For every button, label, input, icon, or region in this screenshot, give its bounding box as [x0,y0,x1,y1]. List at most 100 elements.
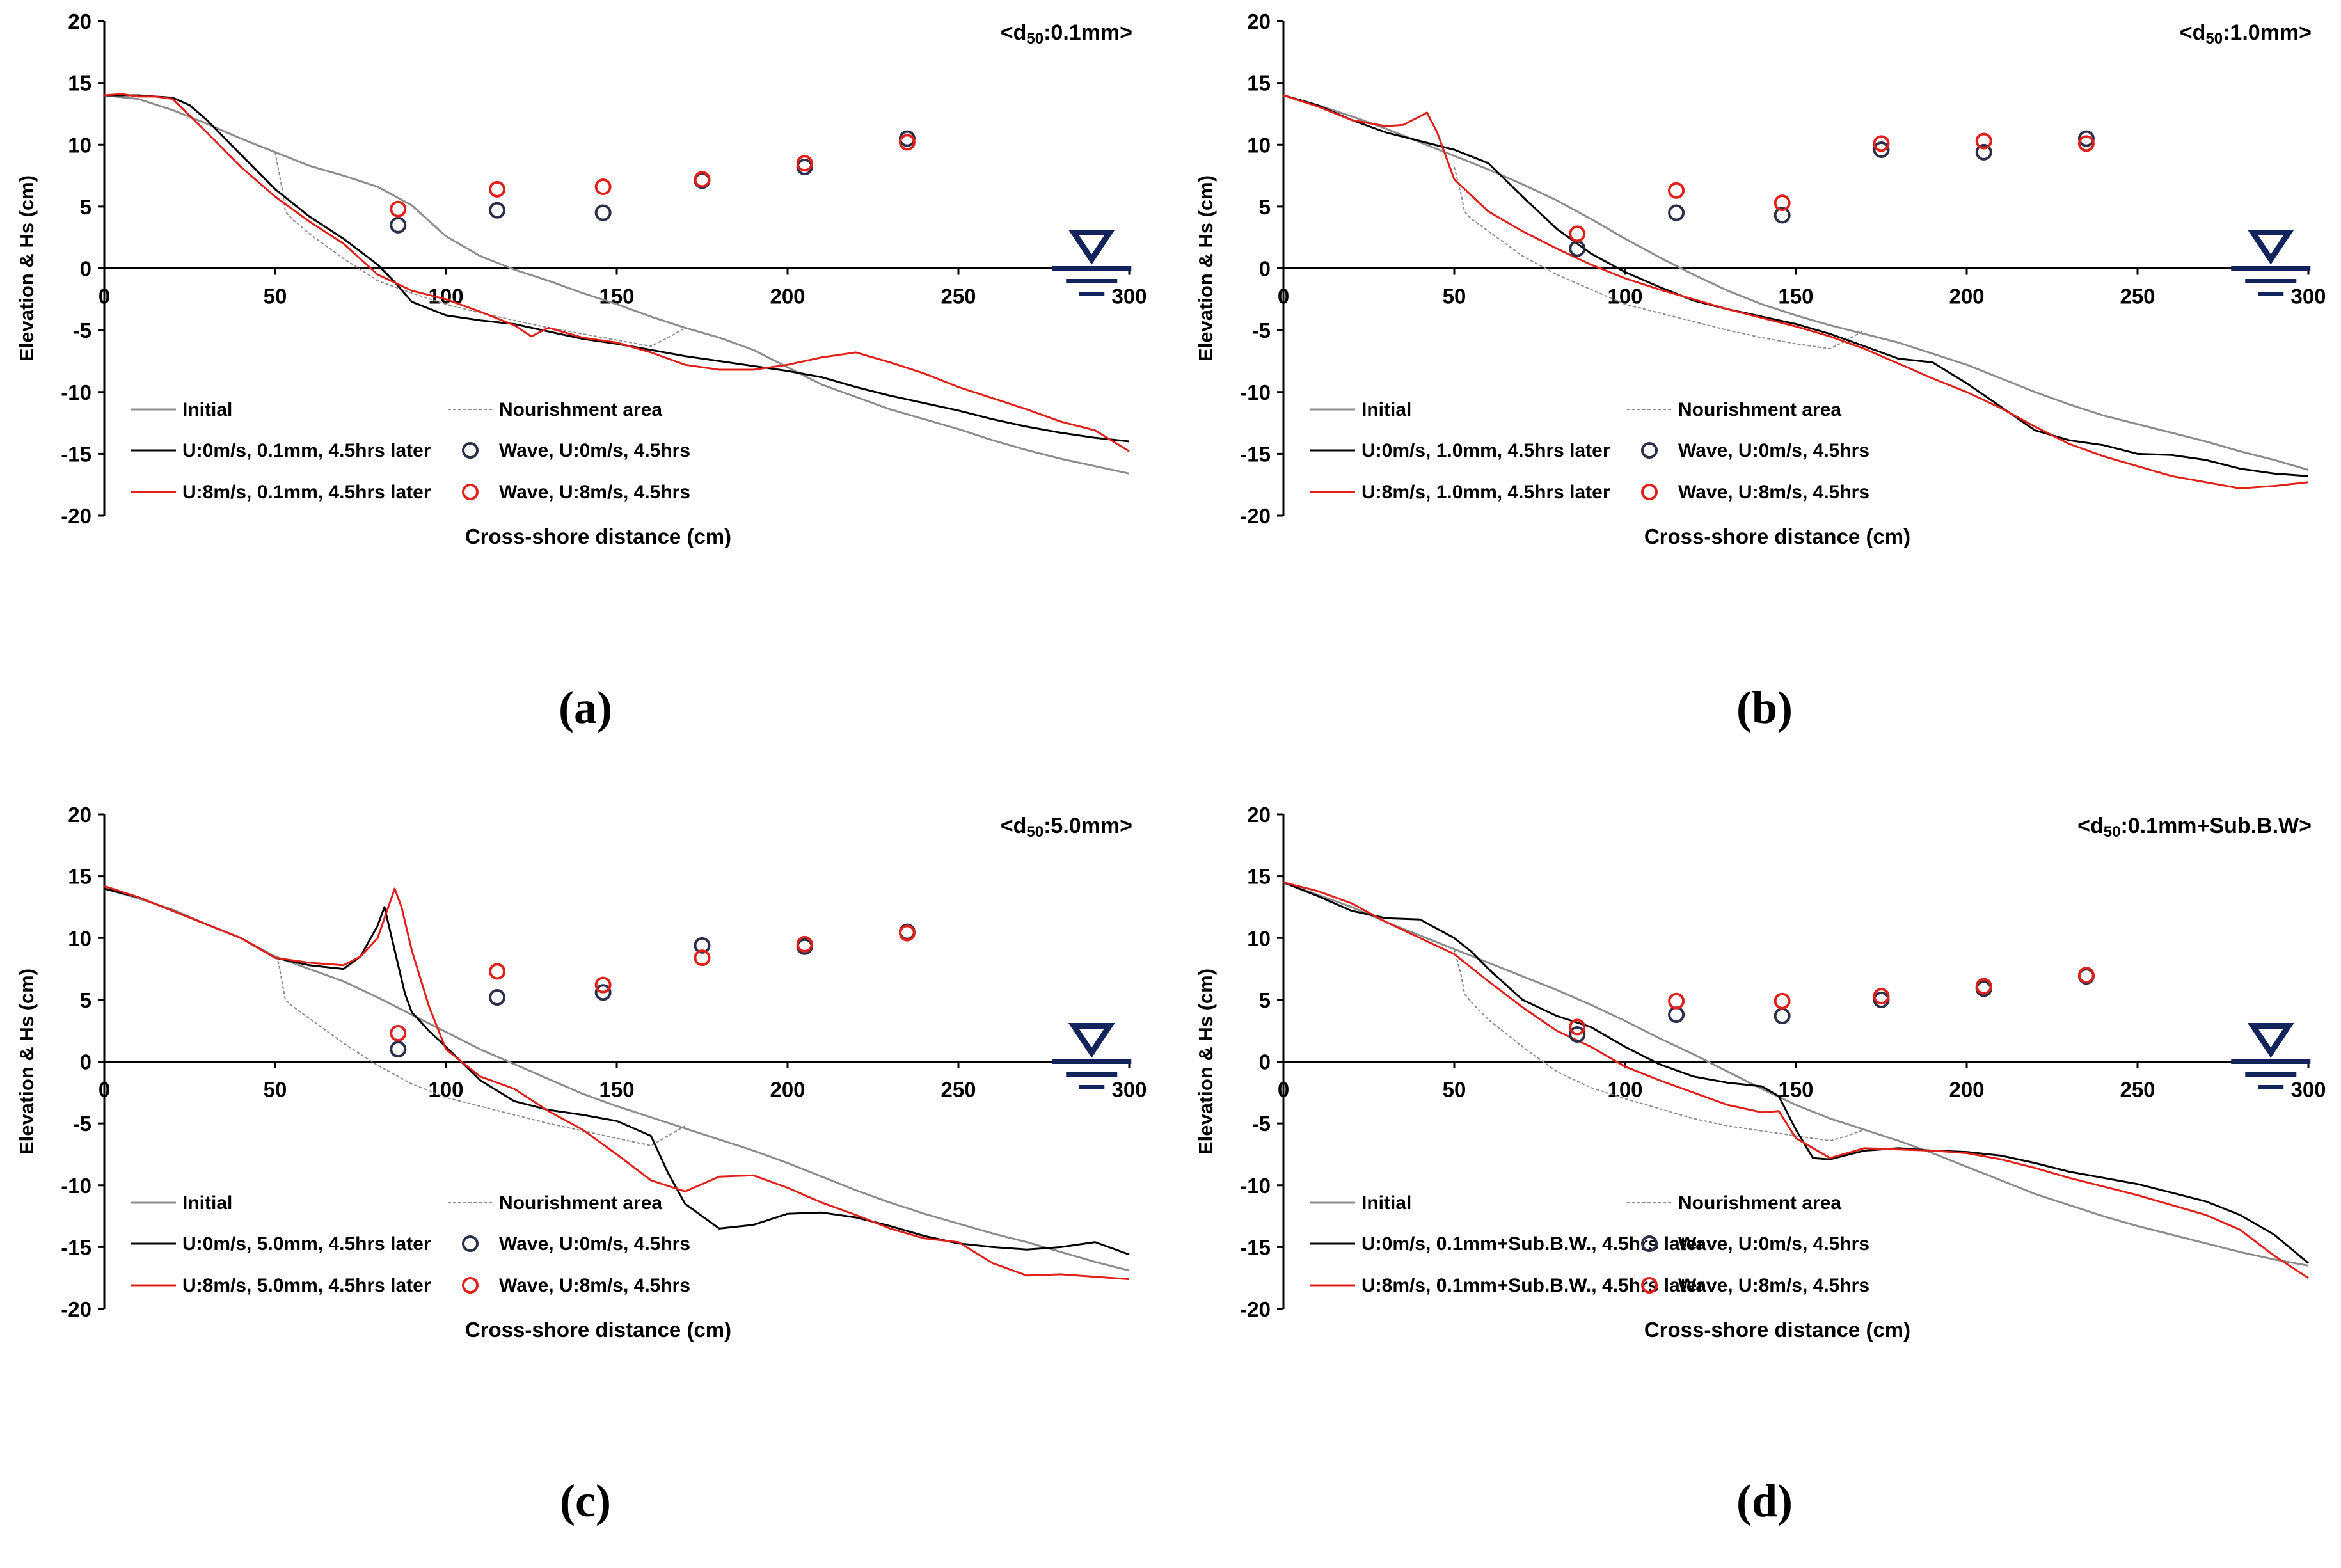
condition-tag: <d50:1.0mm> [2180,20,2312,47]
wave-height-point [390,1041,407,1058]
condition-tag-subscript: 50 [1026,30,1044,47]
wave-height-point [2077,130,2095,147]
still-water-level-icon [2247,230,2294,265]
x-tick-label: 50 [1443,285,1466,308]
y-tick-label: -10 [61,381,91,404]
x-tick-label: 50 [1443,1078,1466,1102]
x-tick-label: 0 [99,285,110,308]
wave-height-point [390,200,407,218]
wave-height-point [1873,135,1890,152]
condition-tag-subscript: 50 [2104,823,2121,841]
series-line-3 [104,885,1130,1281]
legend-marker-swatch [462,484,479,500]
series-line-2 [1283,881,2309,1264]
y-tick-label: 0 [80,257,91,281]
legend-entry-label: U:8m/s, 1.0mm, 4.5hrs later [1361,482,1610,503]
series-line-1 [1454,949,1865,1142]
y-tick-label: 0 [1259,1050,1271,1074]
x-tick-label: 300 [2290,285,2326,308]
series-line-1 [274,956,686,1146]
wave-height-point [898,924,916,942]
wave-height-point [1774,194,1791,212]
wave-height-point [390,1025,407,1042]
wave-height-point [694,171,711,188]
series-line-0 [1283,881,2309,1267]
x-tick-label: 250 [940,285,976,308]
x-axis-label: Cross-shore distance (cm) [1644,525,1910,548]
y-tick-label: 20 [68,10,91,33]
wave-height-point [1668,1006,1685,1024]
x-tick-label: 0 [99,1078,110,1102]
chart-panel-a: -20 -15 -10 -5 0 5 10 15 20 0 50 100 150 200 250 300 Ele… [0,0,1170,772]
series-line-2 [104,887,1130,1256]
legend-entry-label: Nourishment area [1678,1192,1841,1214]
condition-tag-prefix: <d [2077,814,2104,838]
wave-height-point [1668,182,1685,199]
legend-entry-label: Wave, U:0m/s, 4.5hrs [499,1233,690,1255]
y-axis-label: Elevation & Hs (cm) [1194,969,1217,1155]
y-tick-label: 5 [80,195,91,219]
y-tick-label: -20 [1240,1297,1271,1321]
still-water-level-icon [2247,1023,2294,1058]
wave-height-point [2077,967,2095,984]
legend-entry-label: Wave, U:8m/s, 4.5hrs [1678,1275,1869,1296]
y-tick-label: 10 [1247,133,1271,157]
y-axis-label: Elevation & Hs (cm) [15,175,38,361]
wave-height-point [898,134,916,151]
legend-entry-label: Initial [182,399,232,420]
y-tick-label: 5 [80,988,91,1012]
x-tick-label: 250 [2120,285,2155,308]
y-tick-label: -15 [1240,442,1271,466]
x-tick-label: 100 [1607,1078,1642,1102]
y-tick-label: 5 [1259,988,1271,1012]
wave-height-point [489,202,506,219]
x-tick-label: 250 [940,1078,976,1102]
panel-caption-a: (a) [559,682,612,733]
wave-height-point [694,937,711,954]
y-tick-label: 0 [80,1050,91,1074]
y-tick-label: -10 [61,1174,91,1198]
x-axis-label: Cross-shore distance (cm) [465,525,731,548]
x-axis-label: Cross-shore distance (cm) [465,1318,731,1342]
legend-entry-label: Wave, U:0m/s, 4.5hrs [1678,1233,1869,1255]
condition-tag-subscript: 50 [2205,30,2223,47]
wave-height-point [1873,988,1890,1005]
y-tick-label: -15 [61,1235,91,1259]
wave-height-point [1975,978,1992,995]
x-tick-label: 150 [1778,1078,1813,1102]
y-tick-label: 20 [1247,803,1271,827]
x-tick-label: 300 [1111,285,1147,308]
x-tick-label: 50 [264,285,287,308]
y-tick-label: -5 [1252,1112,1271,1136]
wave-height-point [796,155,813,172]
condition-tag-suffix: :5.0mm> [1044,814,1132,838]
y-tick-label: 0 [1259,257,1271,281]
series-line-2 [1283,94,2309,477]
legend-entry-label: U:8m/s, 0.1mm, 4.5hrs later [182,482,431,503]
condition-tag-prefix: <d [1001,20,1027,45]
condition-tag: <d50:0.1mm> [1001,20,1132,47]
y-tick-label: 15 [68,72,91,95]
condition-tag: <d50:0.1mm+Sub.B.W> [2077,814,2312,841]
wave-height-point [1975,132,1992,150]
y-tick-label: 5 [1259,195,1271,219]
legend-entry-label: Initial [182,1192,232,1214]
legend-entry-label: Wave, U:8m/s, 4.5hrs [1678,482,1869,503]
legend-entry-label: Initial [1361,1192,1411,1214]
series-line-3 [104,93,1130,452]
wave-height-point [796,935,813,953]
series-line-2 [104,94,1130,443]
legend-marker-swatch [462,1277,479,1294]
y-tick-label: 15 [68,865,91,889]
condition-tag: <d50:5.0mm> [1001,814,1132,841]
y-axis-label: Elevation & Hs (cm) [1194,175,1217,361]
condition-tag-subscript: 50 [1026,823,1044,841]
y-tick-label: -5 [73,319,91,342]
series-line-3 [1283,881,2309,1279]
chart-panel-d: -20 -15 -10 -5 0 5 10 15 20 0 50 100 150 200 250 300 Ele… [1179,793,2341,1565]
wave-height-point [1774,207,1791,224]
series-line-0 [1283,94,2309,471]
legend-entry-label: U:0m/s, 5.0mm, 4.5hrs later [182,1233,431,1255]
series-line-0 [104,887,1130,1272]
